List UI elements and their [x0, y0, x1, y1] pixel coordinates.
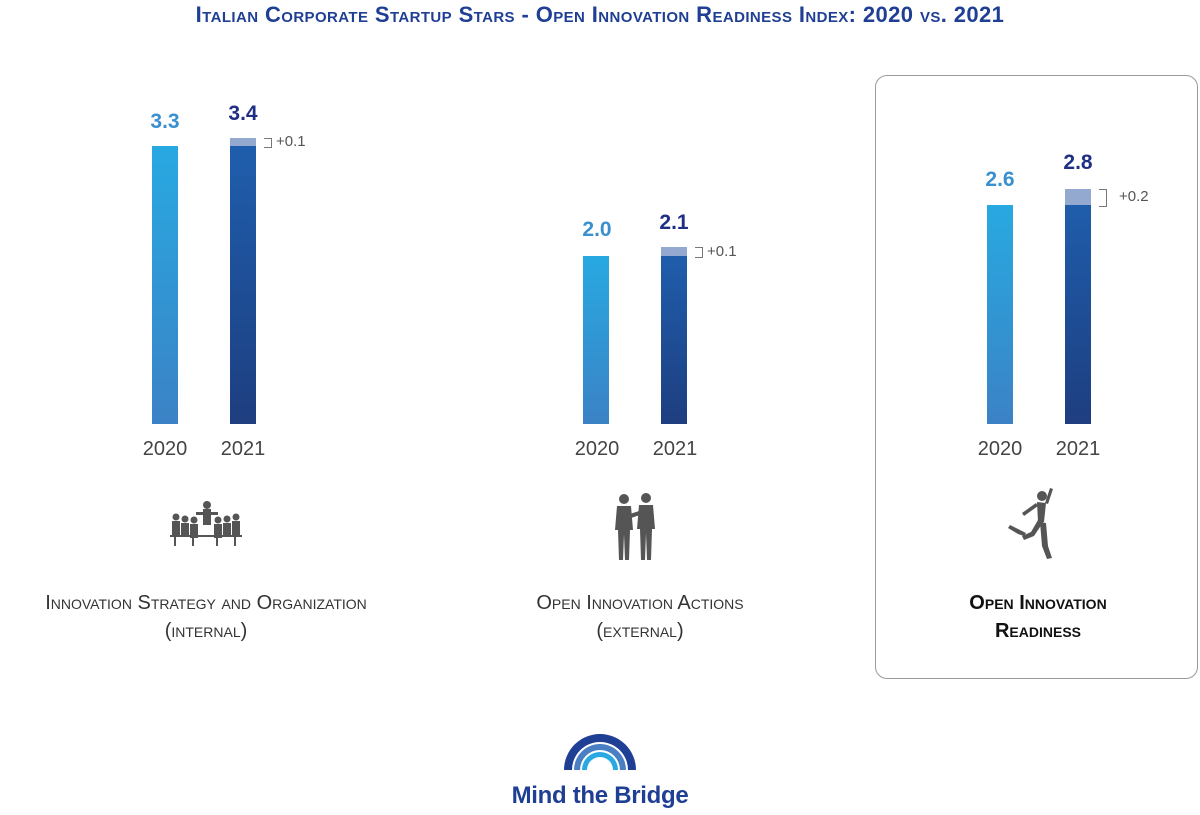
caption-line-1: Open Innovation: [969, 592, 1107, 614]
chart-title: Italian Corporate Startup Stars - Open I…: [195, 2, 1005, 27]
value-label-2021: 3.4: [228, 102, 258, 125]
handshake-icon: [615, 493, 655, 560]
delta-bracket: [695, 247, 703, 258]
bar-2021: [661, 247, 687, 424]
year-label-2021: 2021: [1055, 438, 1101, 460]
year-label-2021: 2021: [220, 438, 266, 460]
highlight-panel: [875, 75, 1198, 679]
caption-readiness: Open Innovation Readiness: [818, 589, 1200, 645]
year-label-2020: 2020: [142, 438, 188, 460]
delta-segment: [1065, 188, 1091, 206]
delta-label: +0.2: [1119, 187, 1149, 205]
delta-label: +0.1: [707, 242, 737, 260]
leaping-person-icon: [1008, 488, 1053, 559]
caption-line-1: Open Innovation Actions: [536, 592, 744, 614]
caption-line-2: (internal): [164, 620, 248, 642]
delta-bracket: [264, 138, 272, 149]
caption-line-2: Readiness: [994, 620, 1081, 642]
meeting-group-icon: [170, 501, 242, 546]
value-label-2021: 2.1: [659, 211, 689, 234]
delta-label: +0.1: [276, 133, 306, 151]
year-label-2020: 2020: [977, 438, 1023, 460]
delta-segment: [230, 138, 256, 147]
bar-2020: [152, 146, 178, 424]
bar-2021: [1065, 188, 1091, 424]
bridge-arches-icon: [564, 734, 636, 770]
delta-bracket: [1099, 188, 1107, 208]
bar-2021: [230, 138, 256, 424]
mind-the-bridge-logo: Mind the Bridge: [505, 730, 695, 815]
value-label-2021: 2.8: [1063, 151, 1093, 174]
caption-line-1: Innovation Strategy and Organization: [45, 592, 367, 614]
value-label-2020: 2.6: [985, 168, 1015, 191]
bar-2020: [583, 255, 609, 424]
caption-strategy: Innovation Strategy and Organization (in…: [0, 589, 426, 645]
chart-group-strategy: 3.3 3.4 +0.1 2020 2021 Innovation Strate…: [0, 0, 440, 813]
bar-2020: [987, 205, 1013, 424]
value-label-2020: 2.0: [582, 218, 612, 241]
logo-text: Mind the Bridge: [511, 782, 689, 809]
year-label-2020: 2020: [574, 438, 620, 460]
delta-segment: [661, 247, 687, 256]
caption-actions: Open Innovation Actions (external): [420, 589, 860, 645]
value-label-2020: 3.3: [150, 110, 180, 133]
year-label-2021: 2021: [652, 438, 698, 460]
caption-line-2: (external): [596, 620, 684, 642]
